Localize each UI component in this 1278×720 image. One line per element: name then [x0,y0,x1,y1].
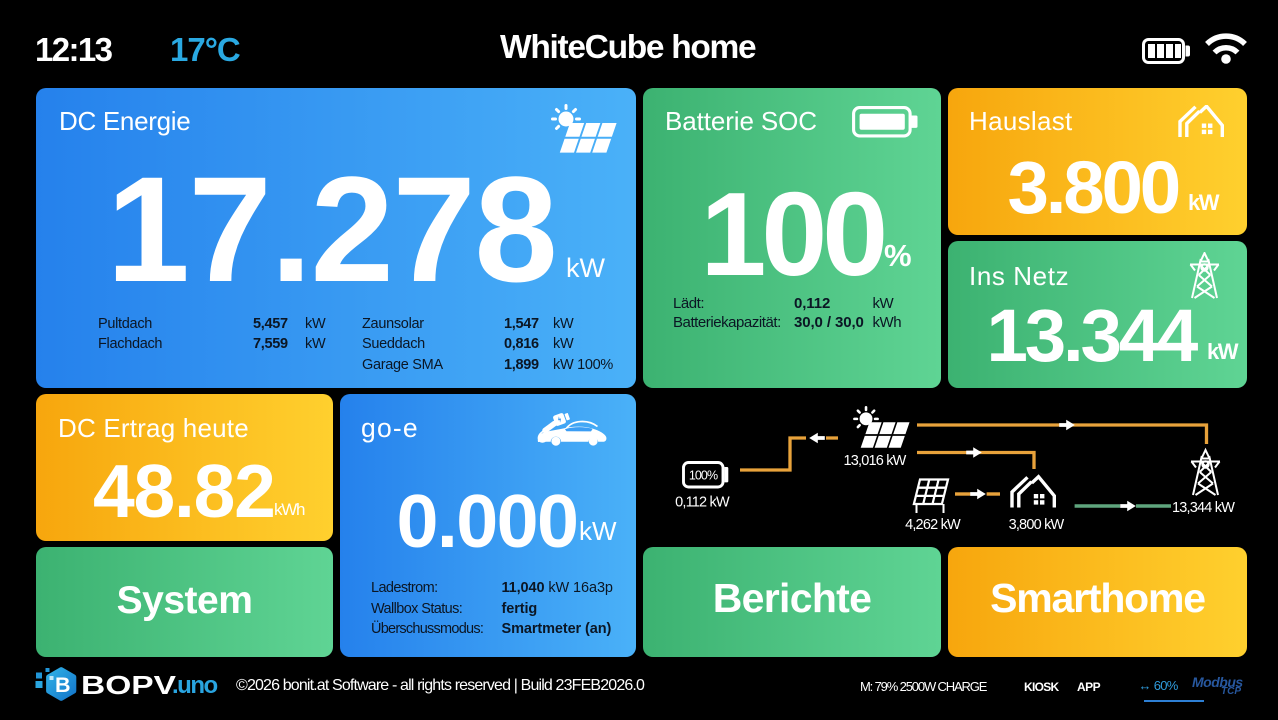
svg-text:0,112 kW: 0,112 kW [675,495,730,511]
svg-text:13,344 kW: 13,344 kW [1172,500,1235,516]
svg-text:B: B [55,673,71,697]
svg-text:100%: 100% [689,469,718,483]
svg-text:13,016 kW: 13,016 kW [843,453,906,469]
svg-text:4,262 kW: 4,262 kW [905,517,961,533]
svg-text:3,800 kW: 3,800 kW [1009,517,1065,533]
